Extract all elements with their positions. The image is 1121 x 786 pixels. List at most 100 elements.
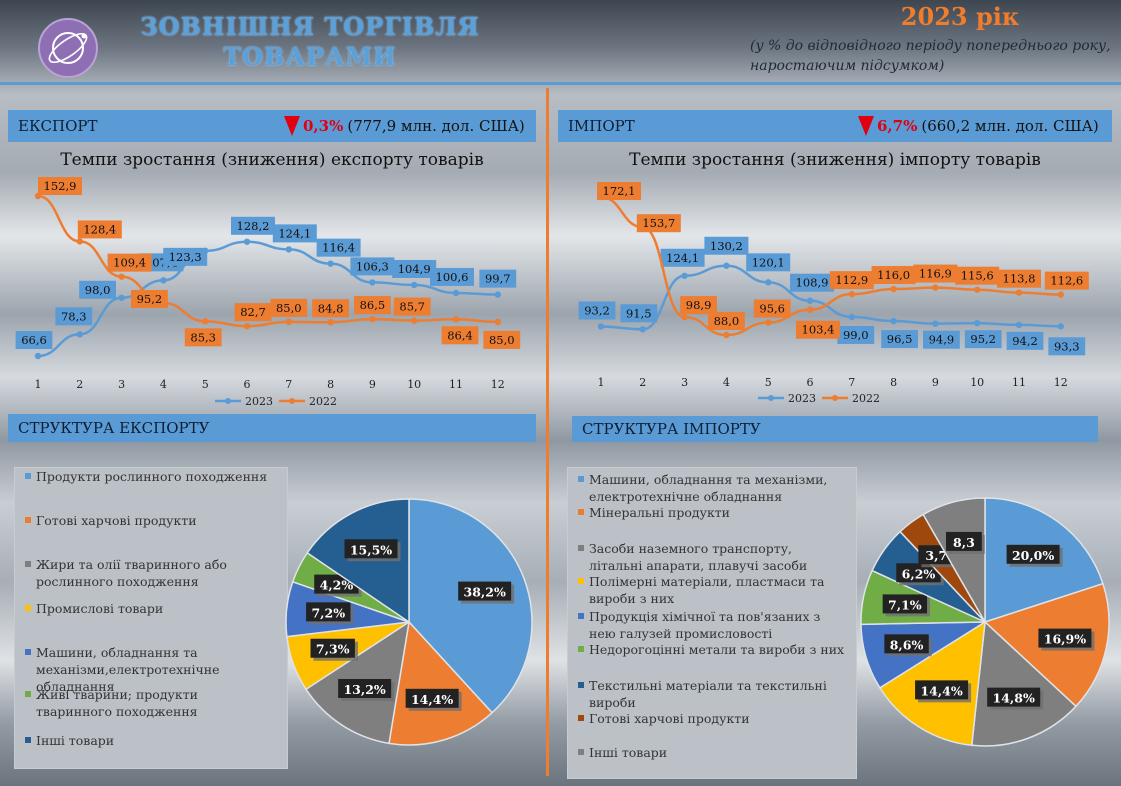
column-divider (546, 88, 549, 776)
export-data-label: 104,9 (392, 259, 437, 278)
import-data-label: 124,1 (660, 248, 705, 267)
export-legend-swatch (25, 605, 31, 611)
export-x-tick: 2 (76, 378, 83, 391)
import-x-tick: 2 (639, 376, 646, 389)
import-data-label: 116,0 (871, 266, 916, 285)
export-legend-text: Продукти рослинного походження (36, 469, 268, 484)
svg-text:106,3: 106,3 (356, 259, 389, 273)
export-legend-item: Жири та олії тваринного або рослинного п… (25, 556, 276, 590)
year-label: 2023 рік (900, 2, 1020, 31)
export-data-label: 116,4 (316, 238, 361, 257)
globe-icon (48, 32, 88, 64)
svg-text:8,6%: 8,6% (890, 637, 924, 652)
title-line-2: ТОВАРАМИ (223, 42, 397, 71)
export-data-label: 100,6 (430, 267, 474, 286)
import-data-label: 99,0 (837, 325, 875, 344)
import-legend-text: Недорогоцінні метали та вироби з них (589, 642, 845, 657)
svg-text:14,4%: 14,4% (920, 683, 962, 698)
import-data-label: 103,4 (796, 320, 840, 339)
export-x-tick: 7 (285, 378, 292, 391)
import-legend-swatch (578, 682, 584, 688)
import-legend-item: Машини, обладнання та механізми, електро… (578, 471, 849, 505)
svg-text:16,9%: 16,9% (1044, 632, 1086, 647)
export-series-2023-point (452, 289, 460, 297)
import-data-label: 113,8 (997, 269, 1041, 288)
export-data-label: 152,9 (38, 177, 82, 195)
import-pie-slice (970, 620, 1077, 747)
svg-text:113,8: 113,8 (1003, 272, 1036, 286)
export-chart-title: Темпи зростання (зниження) експорту това… (60, 150, 484, 170)
export-legend-text: Інші товари (36, 733, 115, 748)
import-data-label: 96,5 (881, 330, 918, 349)
export-series-2022-point (411, 317, 418, 324)
import-legend-text: Текстильні матеріали та текстильні вироб… (589, 678, 827, 710)
import-data-label: 93,3 (1048, 337, 1086, 356)
export-slice-label: 14,4% (405, 688, 462, 711)
svg-text:85,7: 85,7 (399, 300, 425, 314)
import-legend-text: Продукція хімічної та пов'язаних з нею г… (589, 609, 821, 641)
import-series-2023-point (597, 323, 605, 330)
import-x-tick: 5 (765, 376, 772, 389)
export-series-2022-point (118, 273, 125, 280)
import-series-2022-point (681, 313, 688, 321)
export-slice-label: 15,5% (344, 539, 401, 562)
export-data-label: 99,7 (479, 269, 517, 288)
page-title: ЗОВНІШНЯ ТОРГІВЛЯ ТОВАРАМИ (120, 12, 500, 72)
svg-text:100,6: 100,6 (436, 270, 469, 284)
export-x-tick: 3 (118, 378, 125, 391)
export-legend-item: Живі тварини; продукти тваринного походж… (25, 686, 276, 720)
import-legend-text: Мінеральні продукти (589, 505, 730, 520)
export-legend-swatch (25, 561, 31, 567)
import-data-label: 115,6 (955, 266, 1000, 285)
export-series-2022-point (243, 322, 251, 330)
export-structure-bar: СТРУКТУРА ЕКСПОРТУ (8, 414, 536, 442)
export-pie-chart: 38,2% 14,4% 13,2% 7,3% 7,2% 4,2% 15,5% (285, 498, 533, 746)
svg-text:94,2: 94,2 (1012, 334, 1038, 348)
export-series-2023-point (160, 277, 167, 284)
import-slice-label: 16,9% (1038, 628, 1095, 651)
export-series-2023-point (285, 246, 292, 253)
svg-text:88,0: 88,0 (714, 314, 740, 328)
period-note-line-2: наростаючим підсумком) (750, 58, 945, 74)
export-legend-swatch (25, 517, 31, 523)
export-legend-label: 2022 (309, 395, 337, 408)
export-legend-text: Промислові товари (36, 601, 164, 616)
import-series-2022-point (806, 306, 814, 313)
import-data-label: 95,6 (753, 299, 791, 318)
period-note: (у % до відповідного періоду попередньог… (750, 36, 1120, 76)
svg-text:99,7: 99,7 (485, 272, 511, 286)
svg-text:98,0: 98,0 (85, 283, 111, 297)
svg-text:108,9: 108,9 (796, 276, 829, 290)
export-x-tick: 10 (407, 378, 421, 391)
svg-text:124,1: 124,1 (278, 226, 311, 240)
import-data-label: 116,9 (913, 264, 958, 283)
title-line-1: ЗОВНІШНЯ ТОРГІВЛЯ (140, 12, 480, 41)
export-data-label: 66,6 (15, 331, 53, 349)
export-data-label: 85,0 (270, 298, 308, 317)
svg-text:91,5: 91,5 (626, 306, 652, 320)
svg-text:93,2: 93,2 (584, 303, 610, 317)
import-legend-item: Полімерні матеріали, пластмаси та вироби… (578, 573, 849, 607)
export-legend-text: Живі тварини; продукти тваринного походж… (36, 687, 198, 719)
import-series-2022-point (932, 284, 939, 291)
svg-text:130,2: 130,2 (710, 239, 743, 253)
import-data-label: 93,2 (578, 301, 616, 320)
import-data-label: 172,1 (597, 182, 641, 200)
export-slice-label: 7,3% (310, 638, 358, 661)
import-data-label: 112,9 (829, 271, 874, 290)
export-structure-label: СТРУКТУРА ЕКСПОРТУ (18, 419, 210, 437)
svg-text:116,9: 116,9 (919, 267, 952, 281)
svg-text:128,2: 128,2 (237, 219, 270, 233)
svg-text:13,2%: 13,2% (343, 682, 385, 697)
import-slice-label: 20,0% (1006, 544, 1063, 567)
export-change-pct: 0,3% (303, 117, 344, 135)
svg-text:128,4: 128,4 (83, 222, 116, 236)
import-legend-text: Готові харчові продукти (589, 711, 750, 726)
svg-text:103,4: 103,4 (802, 323, 835, 337)
svg-text:86,5: 86,5 (360, 298, 386, 312)
svg-text:84,8: 84,8 (318, 301, 344, 315)
svg-text:66,6: 66,6 (21, 333, 47, 347)
export-x-tick: 8 (327, 378, 334, 391)
import-x-tick: 12 (1054, 376, 1068, 389)
import-legend-text: Інші товари (589, 745, 668, 760)
